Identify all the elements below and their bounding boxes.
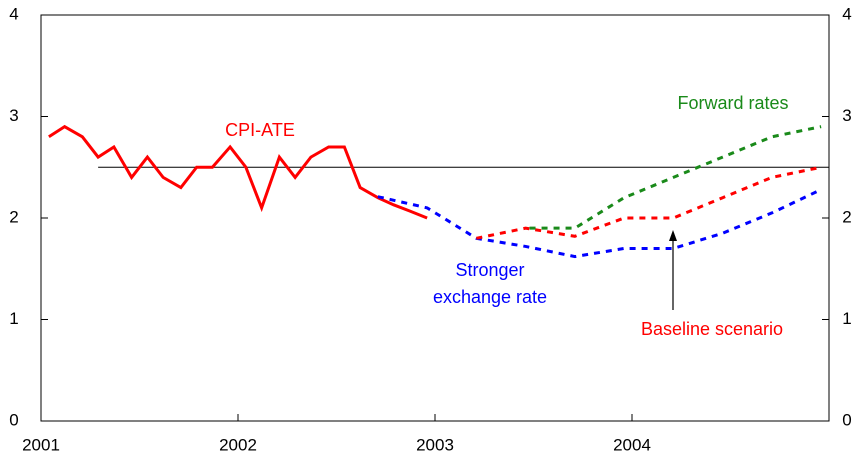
y2-tick-label: 0 (842, 410, 851, 429)
series-label: CPI-ATE (225, 120, 295, 140)
y2-tick-label: 2 (842, 207, 851, 226)
y2-tick-label: 4 (842, 4, 851, 23)
y2-tick-label: 3 (842, 106, 851, 125)
series-line (529, 125, 822, 230)
y-tick-label: 3 (9, 106, 18, 125)
y-tick-label: 4 (9, 4, 18, 23)
x-tick-label: 2003 (416, 435, 454, 454)
y-tick-label: 2 (9, 207, 18, 226)
x-tick-label: 2004 (613, 435, 651, 454)
y2-tick-label: 1 (842, 309, 851, 328)
series-line (377, 188, 822, 259)
y-tick-label: 0 (9, 410, 18, 429)
series-label: Baseline scenario (640, 319, 784, 339)
series-line (476, 165, 822, 240)
plot-frame (40, 14, 830, 422)
series-line (48, 124, 428, 220)
x-tick-label: 2001 (22, 435, 60, 454)
series-label: Forward rates (677, 93, 789, 113)
x-tick-label: 2002 (219, 435, 257, 454)
y-tick-label: 1 (9, 309, 18, 328)
arrow-head (669, 230, 677, 241)
series-label: Stronger exchange rate (432, 260, 548, 307)
